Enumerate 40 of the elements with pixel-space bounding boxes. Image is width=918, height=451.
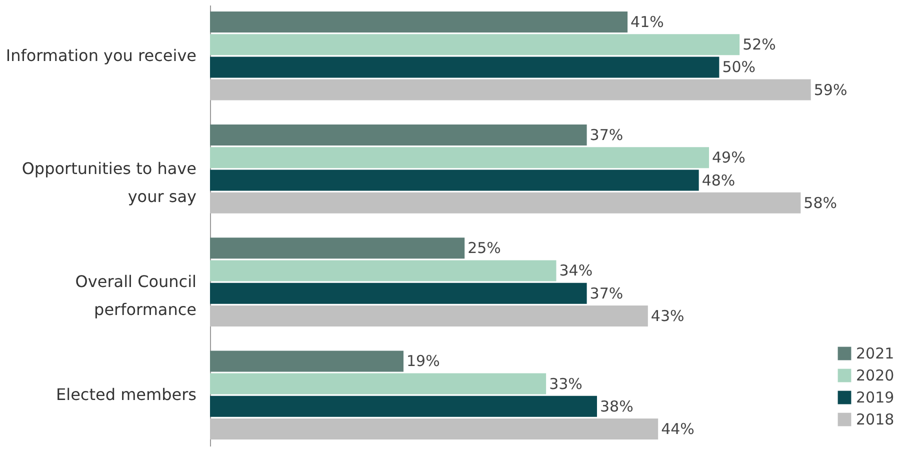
bar: [210, 11, 628, 32]
y-tick-label: Information you receive: [6, 46, 196, 65]
y-tick-label: Elected members: [56, 385, 196, 404]
data-label: 50%: [722, 58, 756, 76]
bar: [210, 124, 587, 146]
data-label: 25%: [468, 239, 501, 258]
bar: [210, 418, 658, 440]
data-label: 37%: [590, 126, 624, 144]
bar: [210, 260, 556, 282]
bar: [210, 147, 710, 168]
bar: [210, 373, 546, 394]
data-label: 48%: [702, 171, 736, 190]
data-label: 52%: [742, 36, 776, 54]
legend-label: 2018: [856, 410, 894, 428]
bar: [210, 56, 720, 78]
data-label: 58%: [804, 194, 838, 212]
data-label: 59%: [814, 80, 848, 99]
bar: [210, 396, 597, 417]
data-label: 44%: [661, 420, 694, 438]
data-label: 19%: [406, 352, 440, 370]
bar: [210, 170, 699, 191]
bar: [210, 79, 811, 100]
data-label: 33%: [549, 374, 582, 393]
data-label: 37%: [590, 284, 624, 302]
data-label: 43%: [650, 306, 684, 325]
legend-label: 2019: [856, 388, 894, 406]
bar: [210, 350, 404, 372]
bar: [210, 282, 587, 304]
legend-label: 2021: [856, 344, 894, 362]
y-tick-label: Overall Council performance: [75, 272, 196, 320]
bar: [210, 238, 465, 259]
bar: [210, 192, 801, 214]
data-label: 41%: [630, 12, 664, 31]
legend-label: 2020: [856, 366, 894, 384]
data-label: 49%: [712, 148, 746, 167]
data-label: 38%: [600, 397, 634, 416]
data-label: 34%: [559, 262, 593, 280]
bar: [210, 305, 648, 326]
bar: [210, 34, 740, 56]
y-tick-label: Opportunities to have your say: [22, 158, 196, 206]
